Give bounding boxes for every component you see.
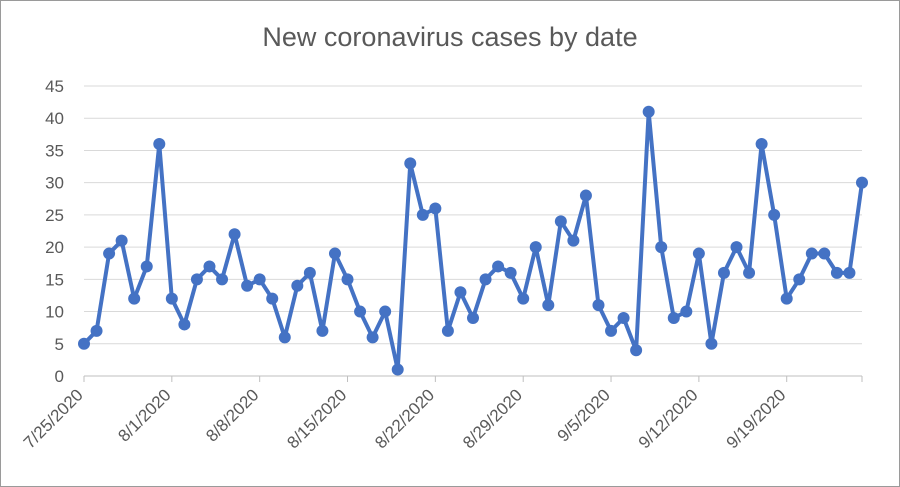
data-point [818,247,831,260]
data-point [454,286,467,299]
chart-title: New coronavirus cases by date [262,22,638,52]
data-point [830,266,843,279]
data-point [216,273,229,286]
data-point [542,299,555,312]
data-point [529,241,542,254]
data-point [843,266,856,279]
data-point [266,292,279,305]
data-point [579,189,592,202]
data-point [328,247,341,260]
data-point [404,157,417,170]
data-point [429,202,442,215]
y-tick-label: 40 [45,109,64,128]
data-point [692,247,705,260]
data-point [379,305,392,318]
data-point [291,279,304,292]
x-tick-label: 8/8/2020 [202,385,262,445]
data-point [78,337,90,350]
y-tick-label: 35 [45,141,64,160]
x-axis [83,375,863,382]
data-point [667,312,680,324]
data-point [768,208,781,221]
data-point [780,292,793,305]
data-point [592,299,605,312]
data-point [730,241,743,254]
x-axis-tick-labels: 7/25/2020 8/1/2020 8/8/2020 8/15/2020 8/22/2… [20,385,790,452]
y-tick-label: 10 [45,303,64,322]
data-point [805,247,818,260]
data-point [416,208,429,221]
data-point [680,305,693,318]
data-point [642,105,655,118]
data-point [755,138,768,150]
data-point [241,279,254,292]
data-point [504,266,517,279]
data-point [128,292,141,305]
data-point [316,324,329,337]
data-point [178,318,191,331]
y-tick-label: 30 [45,174,64,193]
data-point [441,324,454,337]
data-point [366,331,379,344]
x-tick-label: 7/25/2020 [20,385,87,452]
y-axis-tick-labels: 0 5 10 15 20 25 30 35 40 45 [45,77,64,386]
data-point [253,273,266,286]
data-point [856,176,868,189]
data-point [617,312,630,324]
gridlines [84,85,862,345]
data-point [203,260,216,273]
data-point [165,292,178,305]
data-point [567,234,580,247]
y-tick-label: 15 [45,270,64,289]
data-point [391,363,404,376]
y-tick-label: 20 [45,238,64,257]
data-point [743,266,756,279]
series-cases [78,105,868,376]
data-point [467,312,479,324]
x-tick-label: 8/15/2020 [283,385,350,452]
x-tick-label: 8/22/2020 [371,385,438,452]
data-point [517,292,530,305]
y-tick-label: 5 [55,335,64,354]
x-tick-label: 9/12/2020 [635,385,702,452]
data-point [303,266,316,279]
x-tick-label: 8/29/2020 [459,385,526,452]
data-point [630,344,643,357]
data-point [793,273,806,286]
data-point [115,234,128,247]
y-tick-label: 0 [55,367,64,386]
data-point [90,324,103,337]
data-point [492,260,505,273]
x-tick-label: 8/1/2020 [114,385,174,445]
data-point [605,324,618,337]
data-point [479,273,492,286]
data-point [354,305,367,318]
data-point [341,273,354,286]
data-point [153,138,166,150]
data-point [717,266,730,279]
data-point [655,241,668,254]
data-point [103,247,116,260]
data-point [705,337,718,350]
data-point [140,260,153,273]
data-point [190,273,203,286]
data-point [228,228,241,241]
data-point [278,331,291,344]
y-tick-label: 25 [45,206,64,225]
x-tick-label: 9/19/2020 [723,385,790,452]
x-tick-label: 9/5/2020 [554,385,614,445]
y-tick-label: 45 [45,77,64,96]
data-point [554,215,567,228]
